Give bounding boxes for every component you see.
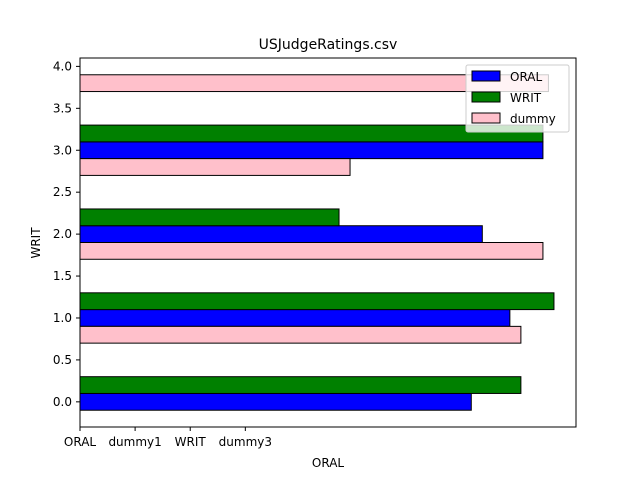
y-tick-label: 2.0 [53, 227, 72, 241]
x-tick-label: dummy1 [108, 435, 161, 449]
bar-writ-0 [79, 376, 522, 394]
legend-label-oral: ORAL [510, 70, 543, 84]
bar-oral-0 [79, 392, 472, 411]
y-tick-label: 1.0 [53, 311, 72, 325]
bar-oral-2 [79, 225, 483, 244]
bar-writ-2 [79, 208, 340, 227]
bar-dummy-1 [79, 242, 544, 260]
legend-label-writ: WRIT [510, 91, 542, 105]
y-tick-label: 2.5 [53, 185, 72, 199]
x-tick-label: dummy3 [219, 435, 272, 449]
y-tick-label: 0.5 [53, 353, 72, 367]
y-tick-label: 3.0 [53, 143, 72, 157]
x-tick-label: WRIT [175, 435, 207, 449]
y-tick-label: 4.0 [53, 59, 72, 73]
y-tick-label: 3.5 [53, 101, 72, 115]
legend-label-dummy: dummy [510, 112, 556, 126]
axes-layer: 0.0 0.5 1.0 1.5 2.0 2.5 3.0 3.5 4.0 ORAL dummy1 WRI… [53, 57, 577, 449]
bar-oral-1 [79, 309, 511, 327]
y-tick-label: 1.5 [53, 269, 72, 283]
bar-dummy-2 [79, 158, 351, 176]
y-tick-label: 0.0 [53, 395, 72, 409]
bar-oral-3 [79, 141, 544, 160]
legend-swatch-oral [471, 70, 501, 82]
legend: ORAL WRIT dummy [465, 64, 570, 133]
bar-writ-1 [79, 292, 555, 311]
x-axis-label: ORAL [312, 456, 345, 470]
x-tick-label: ORAL [64, 435, 97, 449]
legend-swatch-writ [471, 91, 501, 103]
y-axis-label: WRIT [29, 227, 43, 259]
plot-frame [79, 57, 577, 428]
bar-dummy-0 [79, 325, 522, 344]
legend-swatch-dummy [471, 112, 501, 124]
chart-title: USJudgeRatings.csv [259, 37, 398, 53]
